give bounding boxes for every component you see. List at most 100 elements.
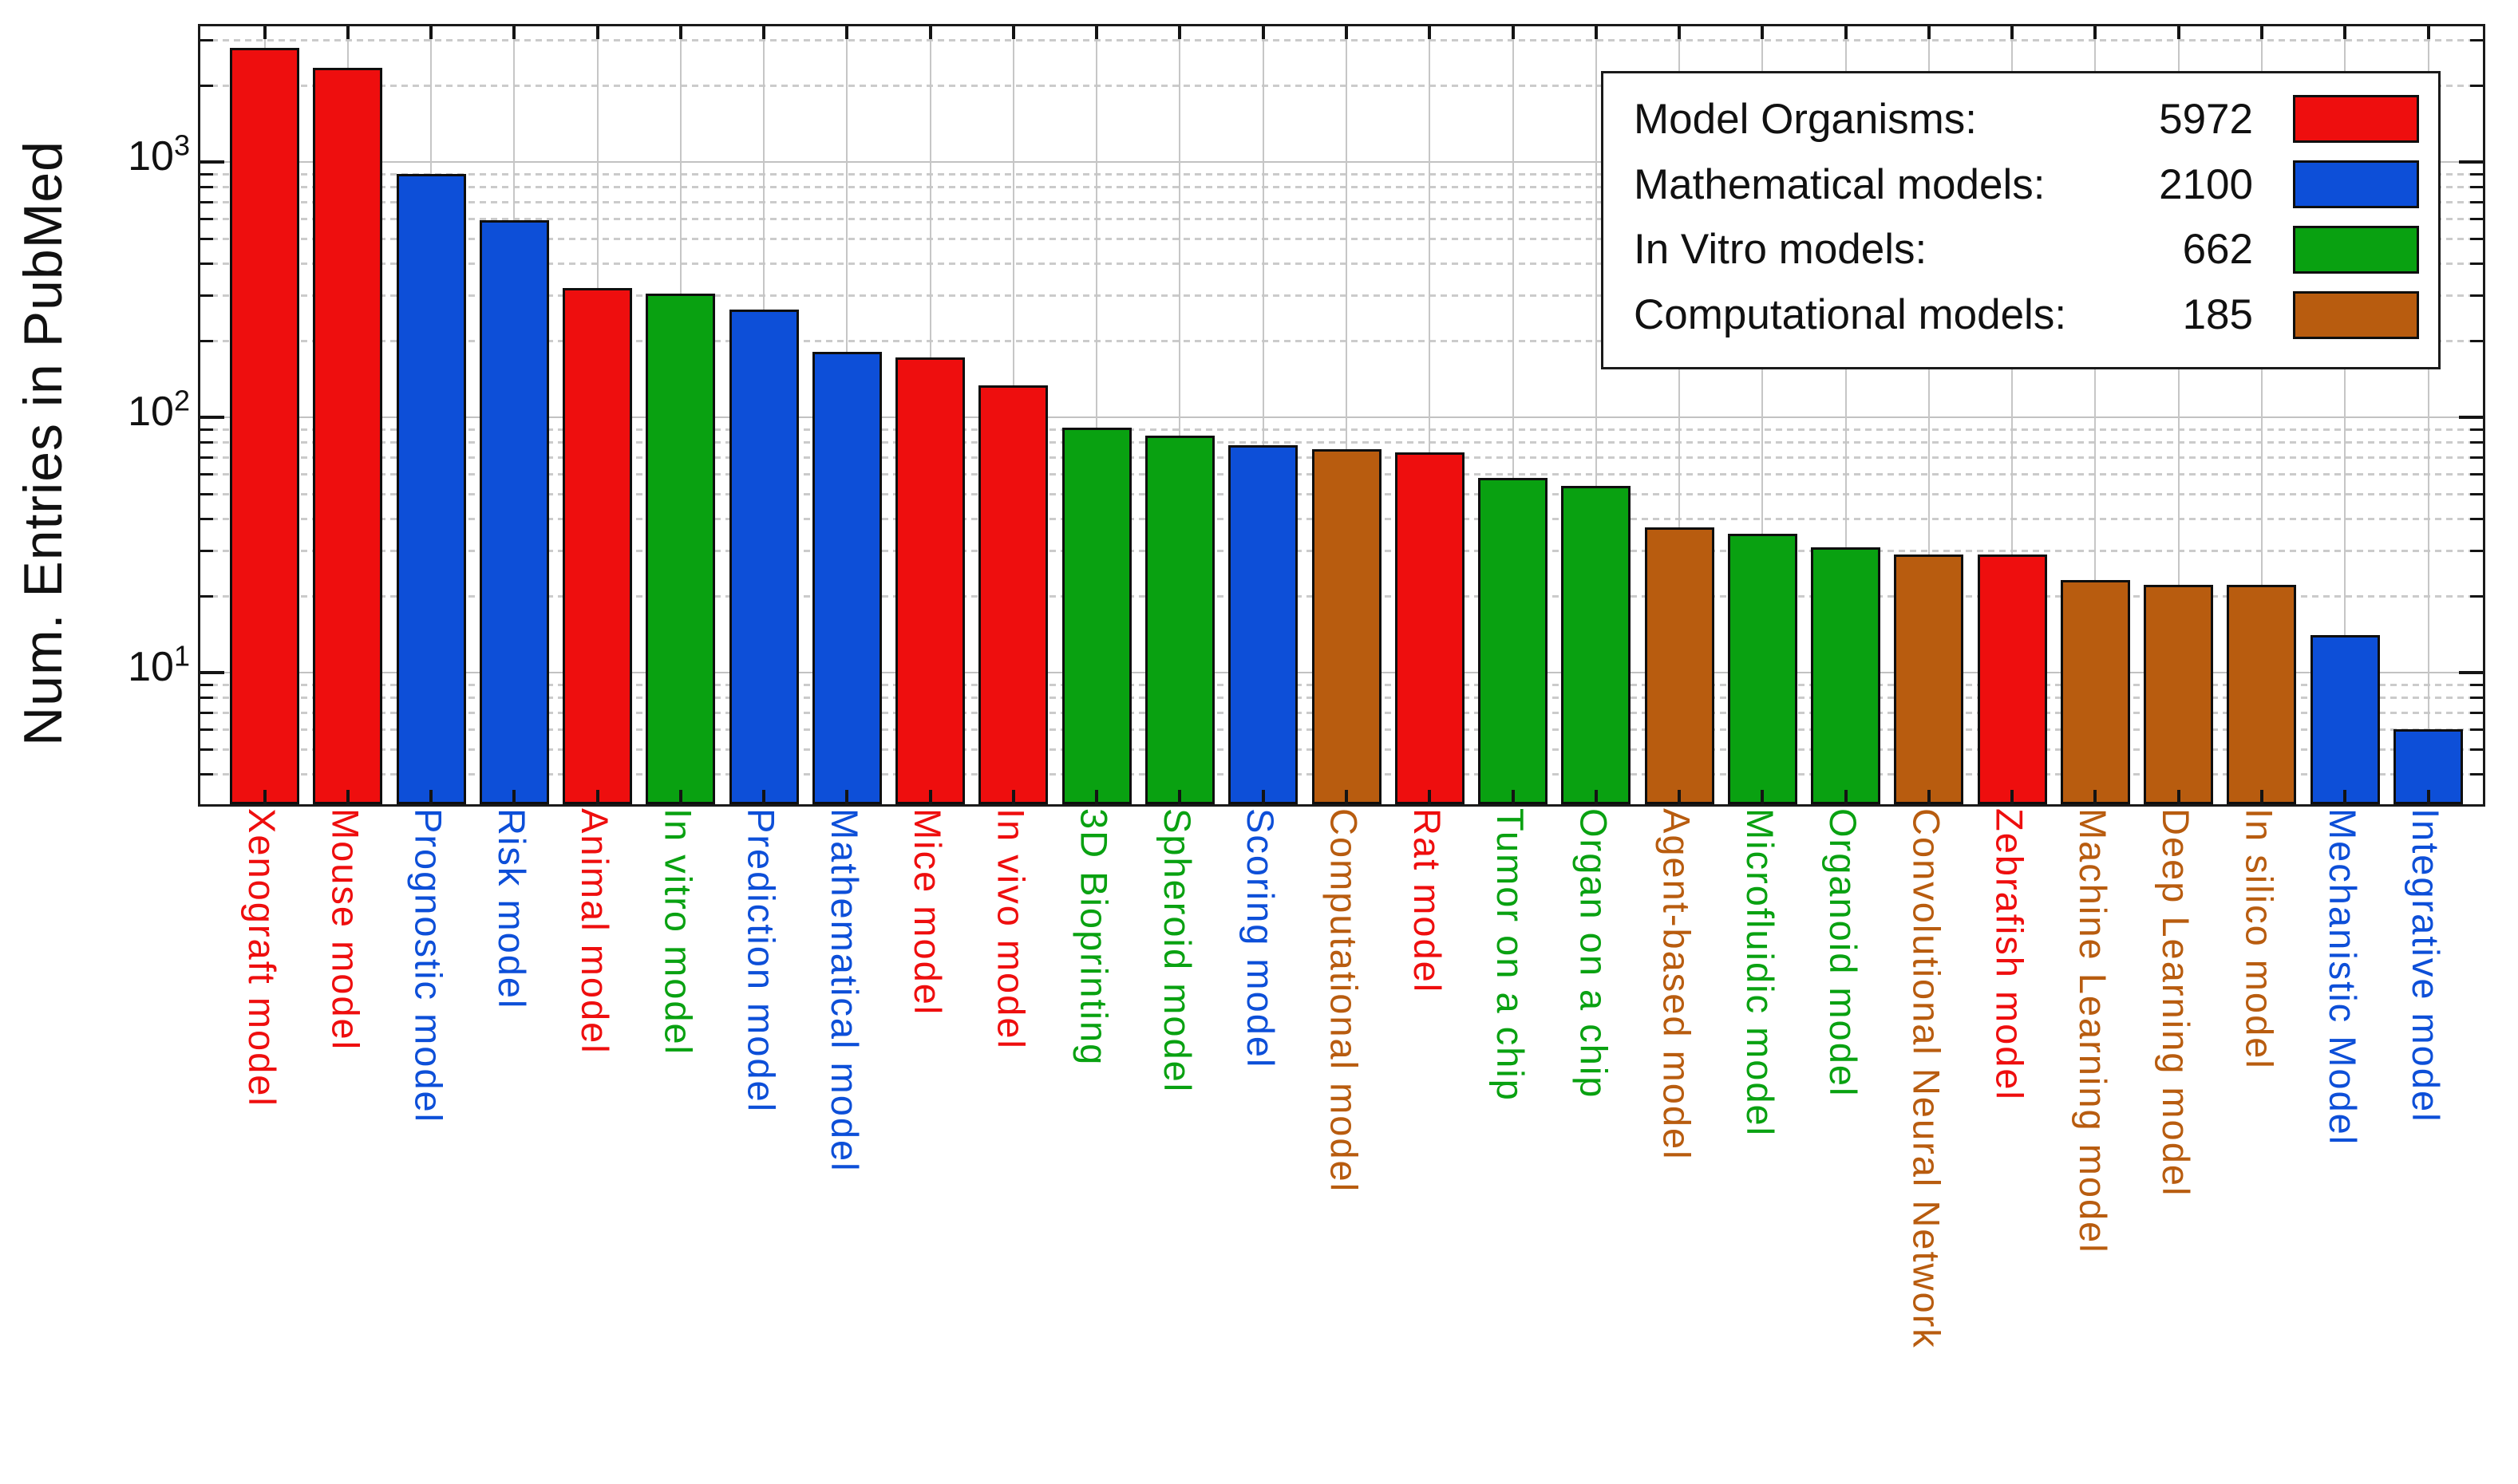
x-tick-top	[1844, 26, 1848, 39]
gridline-vertical	[1346, 26, 1347, 804]
bar-organ-on-a-chip	[1561, 485, 1631, 804]
legend-swatch-computational	[2293, 290, 2419, 339]
x-tick-bottom	[1345, 790, 1348, 804]
gridline-minor	[200, 172, 2483, 176]
legend-swatch-organisms	[2293, 95, 2419, 144]
y-tick-minor	[200, 550, 213, 553]
x-tick-bottom	[2343, 790, 2347, 804]
x-tick-top	[1511, 26, 1515, 39]
x-tick-bottom	[1261, 790, 1265, 804]
x-tick-bottom	[1927, 790, 1931, 804]
y-tick-major	[2459, 160, 2483, 164]
y-tick-minor	[2470, 773, 2483, 776]
x-tick-top	[1594, 26, 1598, 39]
y-tick-label: 101	[48, 641, 190, 690]
x-tick-top	[2176, 26, 2180, 39]
legend-value: 2100	[2159, 160, 2253, 208]
x-label-prognostic-model: Prognostic model	[400, 808, 457, 1123]
gridline-vertical	[1927, 26, 1930, 804]
x-tick-top	[1095, 26, 1099, 39]
x-label-text: Integrative model	[2405, 808, 2448, 1123]
y-tick-minor	[200, 294, 213, 298]
y-tick-minor	[2470, 518, 2483, 521]
bar-agent-based-model	[1644, 527, 1714, 804]
x-label-machine-learning-model: Machine Learning model	[2064, 808, 2121, 1254]
x-label-text: Risk model	[490, 808, 533, 1010]
x-label-text: Zebrafish model	[1988, 808, 2031, 1101]
gridline-vertical	[1678, 26, 1681, 804]
gridline-minor	[200, 294, 2483, 298]
y-tick-minor	[200, 711, 213, 714]
y-tick-label: 103	[48, 131, 190, 177]
x-tick-bottom	[2093, 790, 2097, 804]
x-label-xenograft-model: Xenograft model	[234, 808, 291, 1107]
x-label-scoring-model: Scoring model	[1232, 808, 1290, 1068]
legend: Model Organisms: 5972 Mathematical models:…	[1601, 71, 2441, 369]
y-tick-minor	[2470, 594, 2483, 598]
x-label-text: Organoid model	[1822, 808, 1865, 1098]
x-tick-top	[1345, 26, 1348, 39]
x-label-mechanistic-model: Mechanistic Model	[2314, 808, 2371, 1146]
x-label-integrative-model: Integrative model	[2397, 808, 2455, 1123]
bar-tumor-on-a-chip	[1478, 477, 1548, 804]
x-tick-bottom	[1178, 790, 1182, 804]
y-tick-minor	[2470, 683, 2483, 686]
y-tick-minor	[200, 172, 213, 176]
gridline-vertical	[2094, 26, 2097, 804]
legend-label: Mathematical models:	[1634, 160, 2046, 208]
y-tick-minor	[2470, 200, 2483, 203]
bar-risk-model	[479, 220, 549, 804]
x-label-computational-model: Computational model	[1315, 808, 1373, 1193]
x-tick-top	[1261, 26, 1265, 39]
bar-microfluidic-model	[1727, 533, 1797, 804]
bar-convolutional-neural-network	[1894, 555, 1964, 804]
gridline-vertical	[1429, 26, 1431, 804]
bar-in-silico-model	[2227, 585, 2297, 804]
x-label-rat-model: Rat model	[1398, 808, 1456, 993]
bar-in-vivo-model	[978, 385, 1049, 804]
x-label-text: Scoring model	[1239, 808, 1283, 1069]
x-label-text: In silico model	[2238, 808, 2281, 1070]
x-label-text: Spheroid model	[1156, 808, 1199, 1094]
x-label-text: Microfluidic model	[1738, 808, 1781, 1138]
y-tick-base: 10	[128, 644, 174, 690]
legend-value: 662	[2182, 226, 2253, 274]
x-tick-top	[512, 26, 516, 39]
gridline-major	[200, 416, 2483, 418]
x-label-spheroid-model: Spheroid model	[1148, 808, 1206, 1093]
x-label-text: Agent-based model	[1655, 808, 1698, 1161]
x-tick-top	[2259, 26, 2263, 39]
y-tick-exponent: 3	[173, 128, 190, 162]
x-tick-bottom	[845, 790, 849, 804]
x-label-deep-learning-model: Deep Learning model	[2148, 808, 2205, 1197]
x-label-text: Deep Learning model	[2155, 808, 2198, 1198]
gridline-vertical	[2344, 26, 2346, 804]
y-tick-minor	[200, 683, 213, 686]
bar-deep-learning-model	[2144, 585, 2214, 804]
x-label-agent-based-model: Agent-based model	[1648, 808, 1706, 1161]
x-tick-bottom	[678, 790, 682, 804]
y-tick-minor	[2470, 39, 2483, 42]
y-tick-minor	[200, 200, 213, 203]
x-label-in-silico-model: In silico model	[2231, 808, 2288, 1070]
legend-swatch-mathematical	[2293, 160, 2419, 209]
y-tick-label: 102	[48, 386, 190, 432]
bar-mouse-model	[313, 68, 383, 804]
legend-label: In Vitro models:	[1634, 226, 1927, 274]
y-tick-minor	[2470, 711, 2483, 714]
x-label-text: Rat model	[1405, 808, 1449, 994]
x-label-zebrafish-model: Zebrafish model	[1981, 808, 2038, 1101]
x-label-3d-bioprinting: 3D Bioprinting	[1065, 808, 1123, 1066]
x-label-text: Computational model	[1322, 808, 1366, 1194]
y-tick-minor	[200, 217, 213, 220]
y-tick-minor	[200, 39, 213, 42]
y-tick-minor	[200, 84, 213, 87]
gridline-vertical	[1512, 26, 1514, 804]
legend-label: Model Organisms:	[1634, 95, 1978, 143]
y-tick-minor	[2470, 748, 2483, 752]
y-tick-minor	[2470, 728, 2483, 731]
y-tick-minor	[200, 186, 213, 188]
gridline-vertical	[2011, 26, 2014, 804]
y-tick-minor	[2470, 84, 2483, 87]
